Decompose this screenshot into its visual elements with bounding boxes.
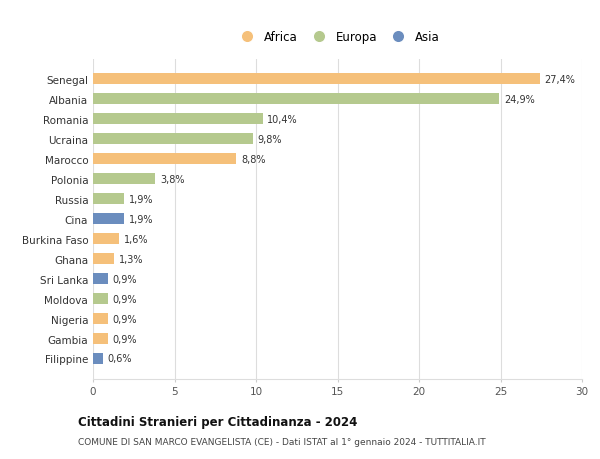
Text: 8,8%: 8,8% — [241, 154, 266, 164]
Bar — [93, 94, 499, 105]
Text: 0,9%: 0,9% — [113, 274, 137, 284]
Bar — [93, 333, 107, 344]
Text: 0,9%: 0,9% — [113, 314, 137, 324]
Legend: Africa, Europa, Asia: Africa, Europa, Asia — [232, 27, 443, 47]
Bar — [93, 214, 124, 224]
Text: 1,6%: 1,6% — [124, 234, 148, 244]
Text: 0,9%: 0,9% — [113, 294, 137, 304]
Text: 1,3%: 1,3% — [119, 254, 143, 264]
Bar — [93, 293, 107, 304]
Bar — [93, 313, 107, 325]
Bar — [93, 174, 155, 185]
Text: 0,9%: 0,9% — [113, 334, 137, 344]
Bar — [93, 234, 119, 245]
Bar — [93, 194, 124, 205]
Bar — [93, 253, 114, 264]
Bar — [93, 154, 236, 165]
Text: Cittadini Stranieri per Cittadinanza - 2024: Cittadini Stranieri per Cittadinanza - 2… — [78, 415, 358, 428]
Bar — [93, 114, 263, 125]
Text: 10,4%: 10,4% — [268, 115, 298, 124]
Text: COMUNE DI SAN MARCO EVANGELISTA (CE) - Dati ISTAT al 1° gennaio 2024 - TUTTITALI: COMUNE DI SAN MARCO EVANGELISTA (CE) - D… — [78, 437, 485, 446]
Bar — [93, 74, 539, 85]
Text: 24,9%: 24,9% — [504, 95, 535, 105]
Text: 3,8%: 3,8% — [160, 174, 184, 185]
Text: 1,9%: 1,9% — [129, 194, 154, 204]
Bar — [93, 353, 103, 364]
Text: 9,8%: 9,8% — [257, 134, 282, 145]
Bar — [93, 274, 107, 285]
Bar — [93, 134, 253, 145]
Text: 1,9%: 1,9% — [129, 214, 154, 224]
Text: 0,6%: 0,6% — [107, 354, 132, 364]
Text: 27,4%: 27,4% — [545, 75, 575, 84]
